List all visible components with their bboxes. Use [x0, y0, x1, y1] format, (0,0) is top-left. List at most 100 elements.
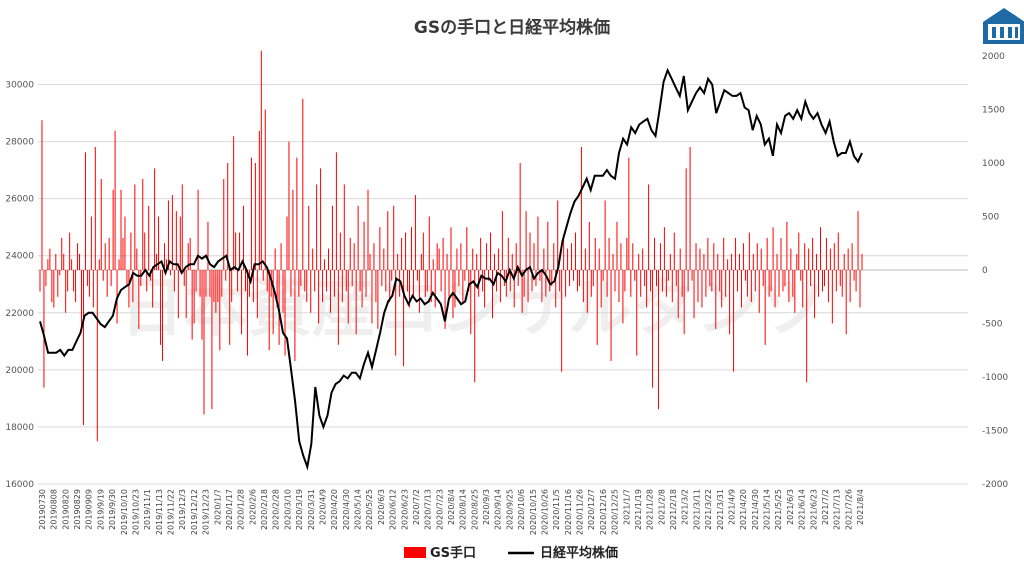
gs-bar	[727, 259, 729, 270]
legend-label-gs: GS手口	[430, 545, 476, 561]
x-tick-label: 2020/8/25	[470, 489, 479, 530]
gs-bar	[737, 270, 739, 292]
x-tick-label: 2020/10/15	[529, 489, 538, 535]
right-axis-ticks: -2000 -1500 -1000 -500 0 500 1000 1500 2000	[982, 52, 1008, 490]
gs-bar	[843, 253, 845, 270]
gs-bar	[831, 270, 833, 324]
x-tick-label: 2021/4/20	[739, 489, 748, 530]
gs-bar	[612, 253, 614, 270]
gs-bar	[327, 248, 329, 270]
gs-bar	[106, 270, 108, 297]
gs-bar	[685, 168, 687, 270]
gs-bar	[132, 270, 134, 303]
gs-bar	[90, 216, 92, 270]
gs-bar	[195, 270, 197, 292]
x-tick-label: 20190829	[73, 489, 82, 530]
gs-bar	[808, 248, 810, 270]
gs-bar	[679, 248, 681, 270]
x-tick-label: 2021/4/30	[751, 489, 760, 530]
gs-bar	[51, 270, 53, 303]
gs-bar	[412, 270, 414, 297]
gs-bar	[63, 253, 65, 270]
gs-bar	[414, 195, 416, 270]
gs-bar	[424, 270, 426, 297]
gs-bar	[519, 163, 521, 270]
gs-bar	[272, 270, 274, 335]
gs-bar	[296, 157, 298, 270]
left-tick-label: 16000	[5, 480, 34, 490]
gs-bar	[71, 259, 73, 270]
gs-bar	[75, 270, 77, 303]
gs-bar	[723, 237, 725, 270]
gs-bar	[211, 270, 213, 410]
gs-bar	[179, 216, 181, 270]
gs-bar	[45, 270, 47, 287]
gs-bar	[541, 270, 543, 303]
gs-bar	[470, 270, 472, 335]
gs-bar	[740, 270, 742, 308]
x-tick-label: 2020/11/26	[576, 489, 585, 535]
gs-bar	[746, 270, 748, 297]
gs-bar	[79, 253, 81, 270]
gs-bar	[594, 237, 596, 270]
right-tick-label: -2000	[982, 480, 1008, 490]
gs-bar	[695, 243, 697, 270]
x-tick-label: 2020/6/12	[389, 489, 398, 530]
x-tick-label: 20190909	[85, 489, 94, 530]
gs-bar	[606, 270, 608, 297]
gs-bar	[199, 270, 201, 297]
gs-bar	[49, 248, 51, 270]
left-tick-label: 22000	[5, 309, 34, 319]
gs-bar	[274, 248, 276, 270]
gs-bar	[565, 270, 567, 297]
gs-bar	[665, 270, 667, 297]
gs-bar	[286, 216, 288, 270]
gs-bar	[359, 270, 361, 292]
x-axis-ticks: 20190730 20190808 20190820 20190829 20190909…	[38, 489, 865, 535]
gs-bar	[855, 270, 857, 292]
gs-bar	[638, 253, 640, 270]
gs-bar	[233, 136, 235, 270]
gs-bar	[308, 205, 310, 270]
gs-bar	[69, 232, 71, 270]
gs-bar	[683, 270, 685, 335]
gs-bar	[725, 270, 727, 297]
gs-bar	[229, 270, 231, 345]
x-tick-label: 2020/4/9	[318, 489, 327, 525]
gs-bar	[320, 168, 322, 270]
gs-bar	[231, 270, 233, 303]
gs-bar	[41, 120, 43, 270]
x-tick-label: 2021/2/18	[669, 489, 678, 530]
gs-bar	[86, 270, 88, 287]
gs-bar	[177, 270, 179, 319]
gs-bar	[363, 221, 365, 270]
gs-bar	[343, 184, 345, 270]
x-tick-label: 2020/2/6	[248, 489, 257, 525]
gs-bar	[816, 253, 818, 270]
gs-bar	[92, 270, 94, 308]
right-tick-label: 1000	[982, 159, 1005, 169]
gs-bar	[553, 243, 555, 270]
gs-bar	[246, 270, 248, 356]
gs-bar	[505, 270, 507, 297]
x-tick-label: 2021/7/13	[833, 489, 842, 530]
x-tick-label: 2021/5/25	[774, 489, 783, 530]
gs-bar	[717, 253, 719, 270]
x-tick-label: 2020/5/14	[354, 489, 363, 530]
gs-bar	[167, 200, 169, 270]
gs-bar	[158, 216, 160, 270]
gs-bar	[596, 270, 598, 345]
gs-bar	[792, 270, 794, 297]
gs-bar	[73, 270, 75, 292]
gs-bar	[671, 270, 673, 303]
x-tick-label: 2020/9/14	[494, 489, 503, 530]
gs-bar	[802, 270, 804, 308]
gs-bar	[833, 243, 835, 270]
gs-bar	[689, 146, 691, 270]
gs-bar	[438, 248, 440, 270]
gs-bar	[474, 270, 476, 383]
gs-bar	[53, 270, 55, 308]
x-tick-label: 2021/2/8	[657, 489, 666, 525]
gs-bar	[527, 270, 529, 303]
gs-bar	[768, 270, 770, 297]
